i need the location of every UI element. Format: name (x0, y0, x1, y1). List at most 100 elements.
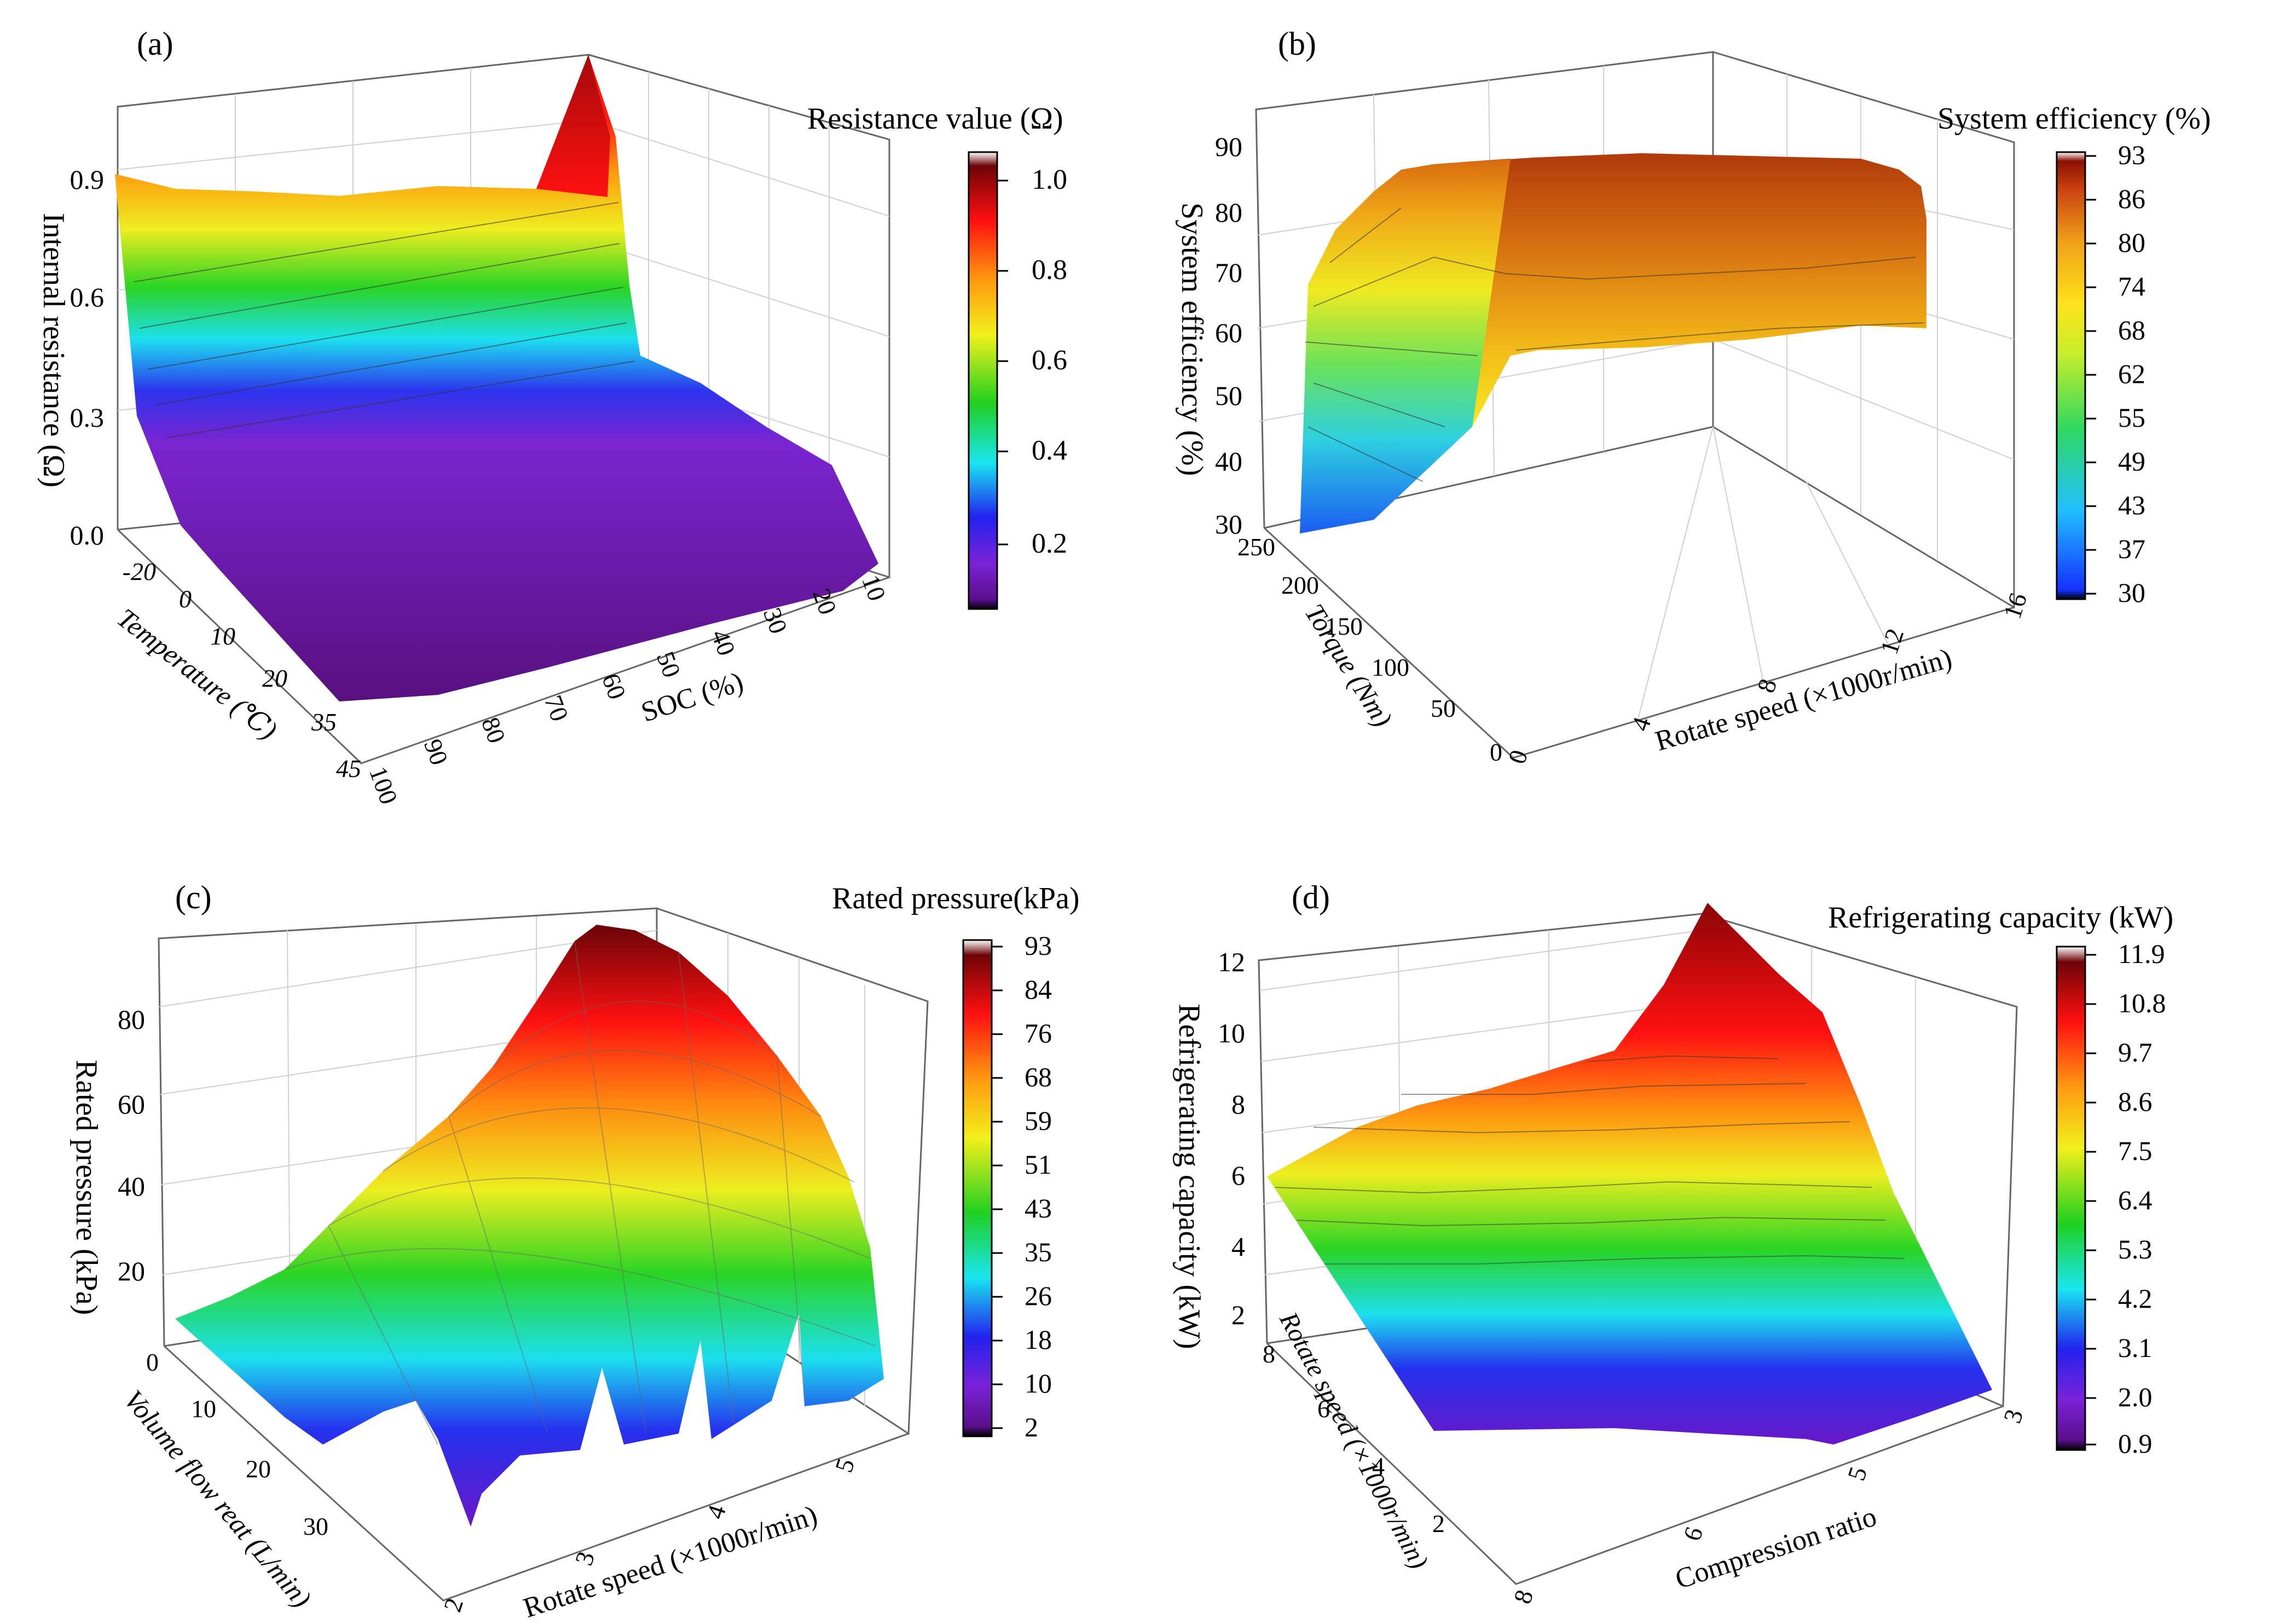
panel-d-ztick: 2 (1231, 1300, 1245, 1330)
panel-b-ytick: 250 (1237, 533, 1275, 561)
panel-c-cb-tick: 10 (1025, 1368, 1052, 1399)
panel-b-label: (b) (1278, 26, 1316, 62)
panel-d-cb-tick: 6.4 (2118, 1185, 2153, 1215)
panel-d-ztick: 12 (1218, 947, 1245, 977)
panel-c-xtick: 2 (438, 1594, 469, 1615)
panel-d-cb-tick: 4.2 (2118, 1283, 2153, 1314)
panel-a-label: (a) (137, 26, 173, 62)
panel-b-ztick: 90 (1215, 131, 1242, 162)
panel-c-ytick: 30 (303, 1512, 328, 1540)
panel-c-mesh (284, 941, 876, 1445)
panel-d-ztick: 10 (1218, 1018, 1245, 1048)
panel-a-cb-tick: 1.0 (1032, 164, 1067, 195)
panel-b-xtick: 0 (1503, 746, 1534, 767)
panel-d-label: (d) (1292, 879, 1330, 915)
panel-c-cb-tick: 35 (1025, 1237, 1052, 1267)
panel-a: (a) (37, 26, 1067, 808)
panel-b-zlabel: System efficiency (%) (1175, 202, 1209, 476)
panel-d-surface (1267, 903, 1992, 1445)
panel-d-ytick: 6 (1317, 1395, 1330, 1423)
panel-c-ztick: 80 (118, 1004, 145, 1035)
panel-b-ytick: 0 (1490, 738, 1502, 766)
panel-c-cb-tick: 18 (1025, 1324, 1052, 1355)
panel-a-ztick: 0.3 (70, 402, 105, 433)
panel-c-cb-tick: 43 (1025, 1193, 1052, 1223)
panel-a-ylabel: Temperature (℃) (112, 602, 283, 746)
panel-d-ztick: 6 (1231, 1160, 1245, 1191)
panel-d-cb-tick: 5.3 (2118, 1234, 2153, 1265)
panel-b-surface-right (1434, 153, 1926, 427)
panel-c-zticks: 80 60 40 20 (118, 1004, 145, 1286)
panel-d-ytick: 8 (1263, 1340, 1275, 1368)
panel-b: (b) (1175, 26, 2211, 767)
panel-c-cb-tick: 68 (1025, 1062, 1052, 1092)
panel-c-cb-tick: 2 (1025, 1412, 1038, 1442)
panel-b-ytick: 50 (1431, 694, 1456, 722)
panel-b-surface-left (1300, 159, 1511, 533)
panel-d-colorbar: Refrigerating capacity (kW) 11.9 10.8 9.… (1828, 901, 2173, 1459)
panel-a-surface (115, 55, 878, 701)
panel-c-colorbar: Rated pressure(kPa) 93 84 76 68 59 51 43… (832, 881, 1080, 1442)
panel-d-cb-tick: 10.8 (2118, 988, 2166, 1018)
panel-b-ztick: 60 (1215, 317, 1242, 348)
panel-b-ztick: 80 (1215, 197, 1242, 228)
panel-c-cb-tick: 59 (1025, 1105, 1052, 1136)
panel-a-xtick: 70 (539, 692, 574, 725)
panel-b-cb-tick: 74 (2118, 271, 2145, 301)
panel-a-colorbar-title: Resistance value (Ω) (807, 102, 1063, 136)
panel-b-ztick: 30 (1215, 509, 1242, 540)
panel-c-ytick: 10 (191, 1395, 216, 1423)
panel-b-cb-tick: 49 (2118, 446, 2145, 477)
panel-c-colorbar-ticks: 93 84 76 68 59 51 43 35 26 18 10 2 (1025, 930, 1052, 1442)
panel-d-cb-tick: 7.5 (2118, 1135, 2153, 1166)
panel-a-ytick: 10 (210, 622, 235, 650)
panel-a-cb-tick: 0.6 (1032, 345, 1067, 376)
panel-d-cb-tick: 3.1 (2118, 1332, 2153, 1363)
panel-d-ztick: 8 (1231, 1089, 1245, 1120)
panel-c-xtick: 4 (701, 1501, 732, 1522)
panel-b-colorbar-title: System efficiency (%) (1937, 102, 2211, 136)
panel-b-ztick: 70 (1215, 257, 1242, 288)
panel-d-cb-tick: 8.6 (2118, 1086, 2153, 1117)
panel-b-yticks: 250 200 150 100 50 0 (1237, 533, 1502, 766)
panel-a-cb-tick: 0.2 (1032, 528, 1067, 559)
panel-b-xtick: 16 (1998, 589, 2033, 622)
panel-d-xtick: 5 (1842, 1463, 1873, 1484)
panel-c-cb-tick: 84 (1025, 974, 1052, 1005)
panel-a-xlabel: SOC (%) (638, 666, 747, 729)
panel-c-colorbar-bar (962, 939, 993, 1437)
panel-d-zlabel: Refrigerating capacity (kW) (1172, 1004, 1206, 1349)
panel-c-yticks: 0 10 20 30 (146, 1348, 328, 1540)
panel-c-ztick: 60 (118, 1089, 145, 1120)
panel-d-xtick: 8 (1508, 1586, 1539, 1607)
panel-d-xtick: 6 (1678, 1523, 1709, 1544)
panel-b-cb-tick: 62 (2118, 358, 2145, 389)
panel-c-ytick: 20 (246, 1455, 271, 1483)
panel-c-cb-tick: 93 (1025, 930, 1052, 961)
panel-a-cb-tick: 0.4 (1032, 435, 1067, 466)
panel-b-xlabel: Rotate speed (×1000r/min) (1652, 642, 1955, 757)
panel-a-cb-tick: 0.8 (1032, 254, 1067, 286)
panel-b-colorbar-ticks: 93 86 80 74 68 62 55 49 43 37 30 (2118, 140, 2145, 608)
panel-a-zticks: 0.9 0.6 0.3 0.0 (70, 164, 105, 550)
panel-a-xtick: 100 (364, 763, 403, 808)
panel-b-xticks: 0 4 8 12 16 (1503, 589, 2033, 767)
panel-d-yticks: 8 6 4 2 (1263, 1340, 1445, 1538)
panel-a-zlabel: Internal resistance (Ω) (37, 213, 71, 488)
panel-b-cb-tick: 68 (2118, 315, 2145, 345)
panel-c-cb-tick: 51 (1025, 1149, 1052, 1180)
panel-a-colorbar: Resistance value (Ω) 1.0 0.8 0.6 0.4 0.2 (807, 102, 1067, 610)
panel-a-ytick: 45 (336, 755, 361, 782)
panel-b-cb-tick: 37 (2118, 533, 2145, 564)
panel-a-colorbar-ticks: 1.0 0.8 0.6 0.4 0.2 (1032, 164, 1067, 559)
panel-a-ytick: -20 (123, 558, 156, 585)
panel-d-ztick: 4 (1231, 1231, 1245, 1262)
panel-a-xtick: 80 (476, 714, 511, 747)
panel-a-colorbar-bar (968, 151, 998, 610)
panel-c-cb-tick: 76 (1025, 1018, 1052, 1048)
panel-c-xtick: 5 (830, 1455, 860, 1476)
panel-b-cb-tick: 93 (2118, 140, 2145, 170)
panel-b-cb-tick: 43 (2118, 490, 2145, 520)
panel-a-yticks: -20 0 10 20 35 45 (123, 558, 361, 782)
panel-b-ztick: 40 (1215, 446, 1242, 477)
